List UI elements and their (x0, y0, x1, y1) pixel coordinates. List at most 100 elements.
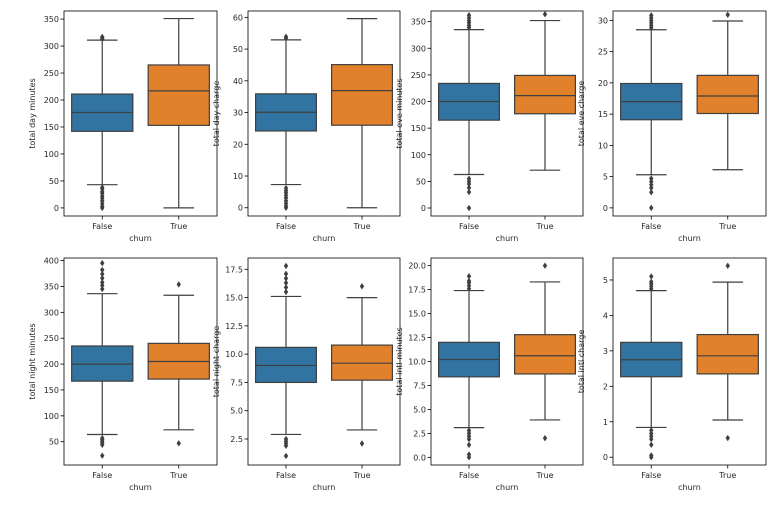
x-tick-label: False (641, 471, 661, 480)
box-false (438, 273, 501, 461)
y-tick-label: 30 (233, 109, 243, 118)
outlier-point (283, 452, 289, 460)
outlier-point (649, 175, 654, 182)
box-false (255, 33, 318, 211)
x-tick-label: True (353, 222, 371, 231)
outlier-point (466, 12, 472, 19)
y-tick-label: 200 (44, 96, 59, 105)
outlier-point (725, 262, 730, 269)
y-tick-label: 400 (44, 257, 59, 266)
outlier-point (359, 283, 365, 290)
y-tick-label: 250 (44, 69, 59, 78)
y-axis-label: total day charge (212, 81, 221, 147)
outlier-point (283, 33, 289, 40)
outlier-point (466, 204, 472, 212)
y-tick-label: 2.5 (230, 435, 243, 444)
outlier-point (283, 184, 289, 192)
box-true (513, 10, 576, 171)
subplot-3: 0 50 100 150 200 250 300 350 False True churn total… (395, 10, 584, 243)
y-tick-label: 100 (44, 412, 59, 421)
outlier-point (466, 427, 472, 434)
y-tick-label: 0 (421, 204, 426, 213)
y-tick-label: 50 (49, 177, 59, 186)
x-axis-label: churn (313, 483, 336, 492)
y-tick-label: 10.0 (225, 350, 243, 359)
box-body (331, 64, 394, 126)
outlier-point (283, 262, 289, 270)
y-tick-label: 15 (598, 110, 608, 119)
axes-frame (247, 10, 401, 217)
x-tick-label: False (92, 222, 112, 231)
y-tick-label: 10 (598, 141, 608, 150)
x-axis-label: churn (496, 483, 519, 492)
outlier-point (649, 427, 654, 434)
x-tick-label: True (536, 471, 554, 480)
y-tick-label: 5.0 (230, 407, 243, 416)
outlier-point (100, 285, 105, 293)
outlier-point (283, 275, 289, 282)
x-axis-label: churn (313, 234, 336, 243)
x-tick-label: True (353, 471, 371, 480)
outlier-point (649, 204, 654, 212)
outlier-point (100, 266, 105, 274)
y-tick-label: 60 (233, 13, 243, 22)
y-tick-label: 7.5 (230, 378, 243, 387)
y-tick-label: 10 (233, 172, 243, 181)
x-tick-label: True (718, 471, 736, 480)
y-tick-label: 3 (603, 347, 608, 356)
y-tick-label: 200 (44, 360, 59, 369)
y-axis-label: total eve charge (577, 81, 586, 147)
x-axis-label: churn (678, 234, 701, 243)
y-axis-label: total intl charge (577, 330, 586, 394)
x-tick-label: True (718, 222, 736, 231)
outlier-point (649, 273, 654, 280)
y-tick-label: 20.0 (408, 262, 426, 271)
y-tick-label: 12.5 (225, 322, 243, 331)
x-tick-label: False (276, 471, 296, 480)
y-tick-label: 300 (411, 44, 426, 53)
outlier-point (359, 440, 365, 447)
box-false (71, 33, 134, 212)
y-tick-label: 15.0 (225, 294, 243, 303)
y-tick-label: 350 (411, 18, 426, 27)
outlier-point (542, 434, 548, 442)
x-tick-label: False (641, 222, 661, 231)
box-false (620, 273, 683, 461)
box-body (147, 64, 210, 126)
box-true (696, 11, 759, 171)
y-tick-label: 15.0 (408, 310, 426, 319)
y-axis-label: total night charge (212, 326, 221, 398)
outlier-point (283, 435, 289, 443)
axes-frame (430, 10, 584, 217)
outlier-point (466, 273, 472, 280)
y-tick-label: 40 (233, 77, 243, 86)
axes-frame (247, 257, 401, 466)
y-tick-label: 350 (44, 282, 59, 291)
axes-frame (63, 257, 218, 466)
subplot-1: 0 50 100 150 200 250 300 350 False True churn total… (28, 10, 218, 243)
y-tick-label: 0 (603, 204, 608, 213)
y-tick-label: 7.5 (413, 381, 426, 390)
y-tick-label: 250 (411, 71, 426, 80)
outlier-point (725, 11, 730, 18)
outlier-point (466, 184, 472, 191)
outlier-point (466, 175, 472, 182)
subplot-5: 50 100 150 200 250 300 350 400 False True churn tot… (28, 257, 218, 492)
x-tick-label: True (169, 471, 187, 480)
outlier-point (100, 33, 105, 41)
axes-frame (612, 257, 767, 466)
outlier-point (283, 279, 289, 287)
outlier-point (466, 441, 472, 449)
y-tick-label: 200 (411, 98, 426, 107)
outlier-point (100, 259, 105, 267)
y-tick-label: 100 (44, 150, 59, 159)
box-true (513, 262, 576, 442)
box-true (147, 281, 210, 447)
y-tick-label: 300 (44, 42, 59, 51)
outlier-point (725, 434, 730, 442)
y-tick-label: 100 (411, 151, 426, 160)
outlier-point (176, 281, 181, 288)
y-tick-label: 250 (44, 334, 59, 343)
x-tick-label: True (169, 222, 187, 231)
